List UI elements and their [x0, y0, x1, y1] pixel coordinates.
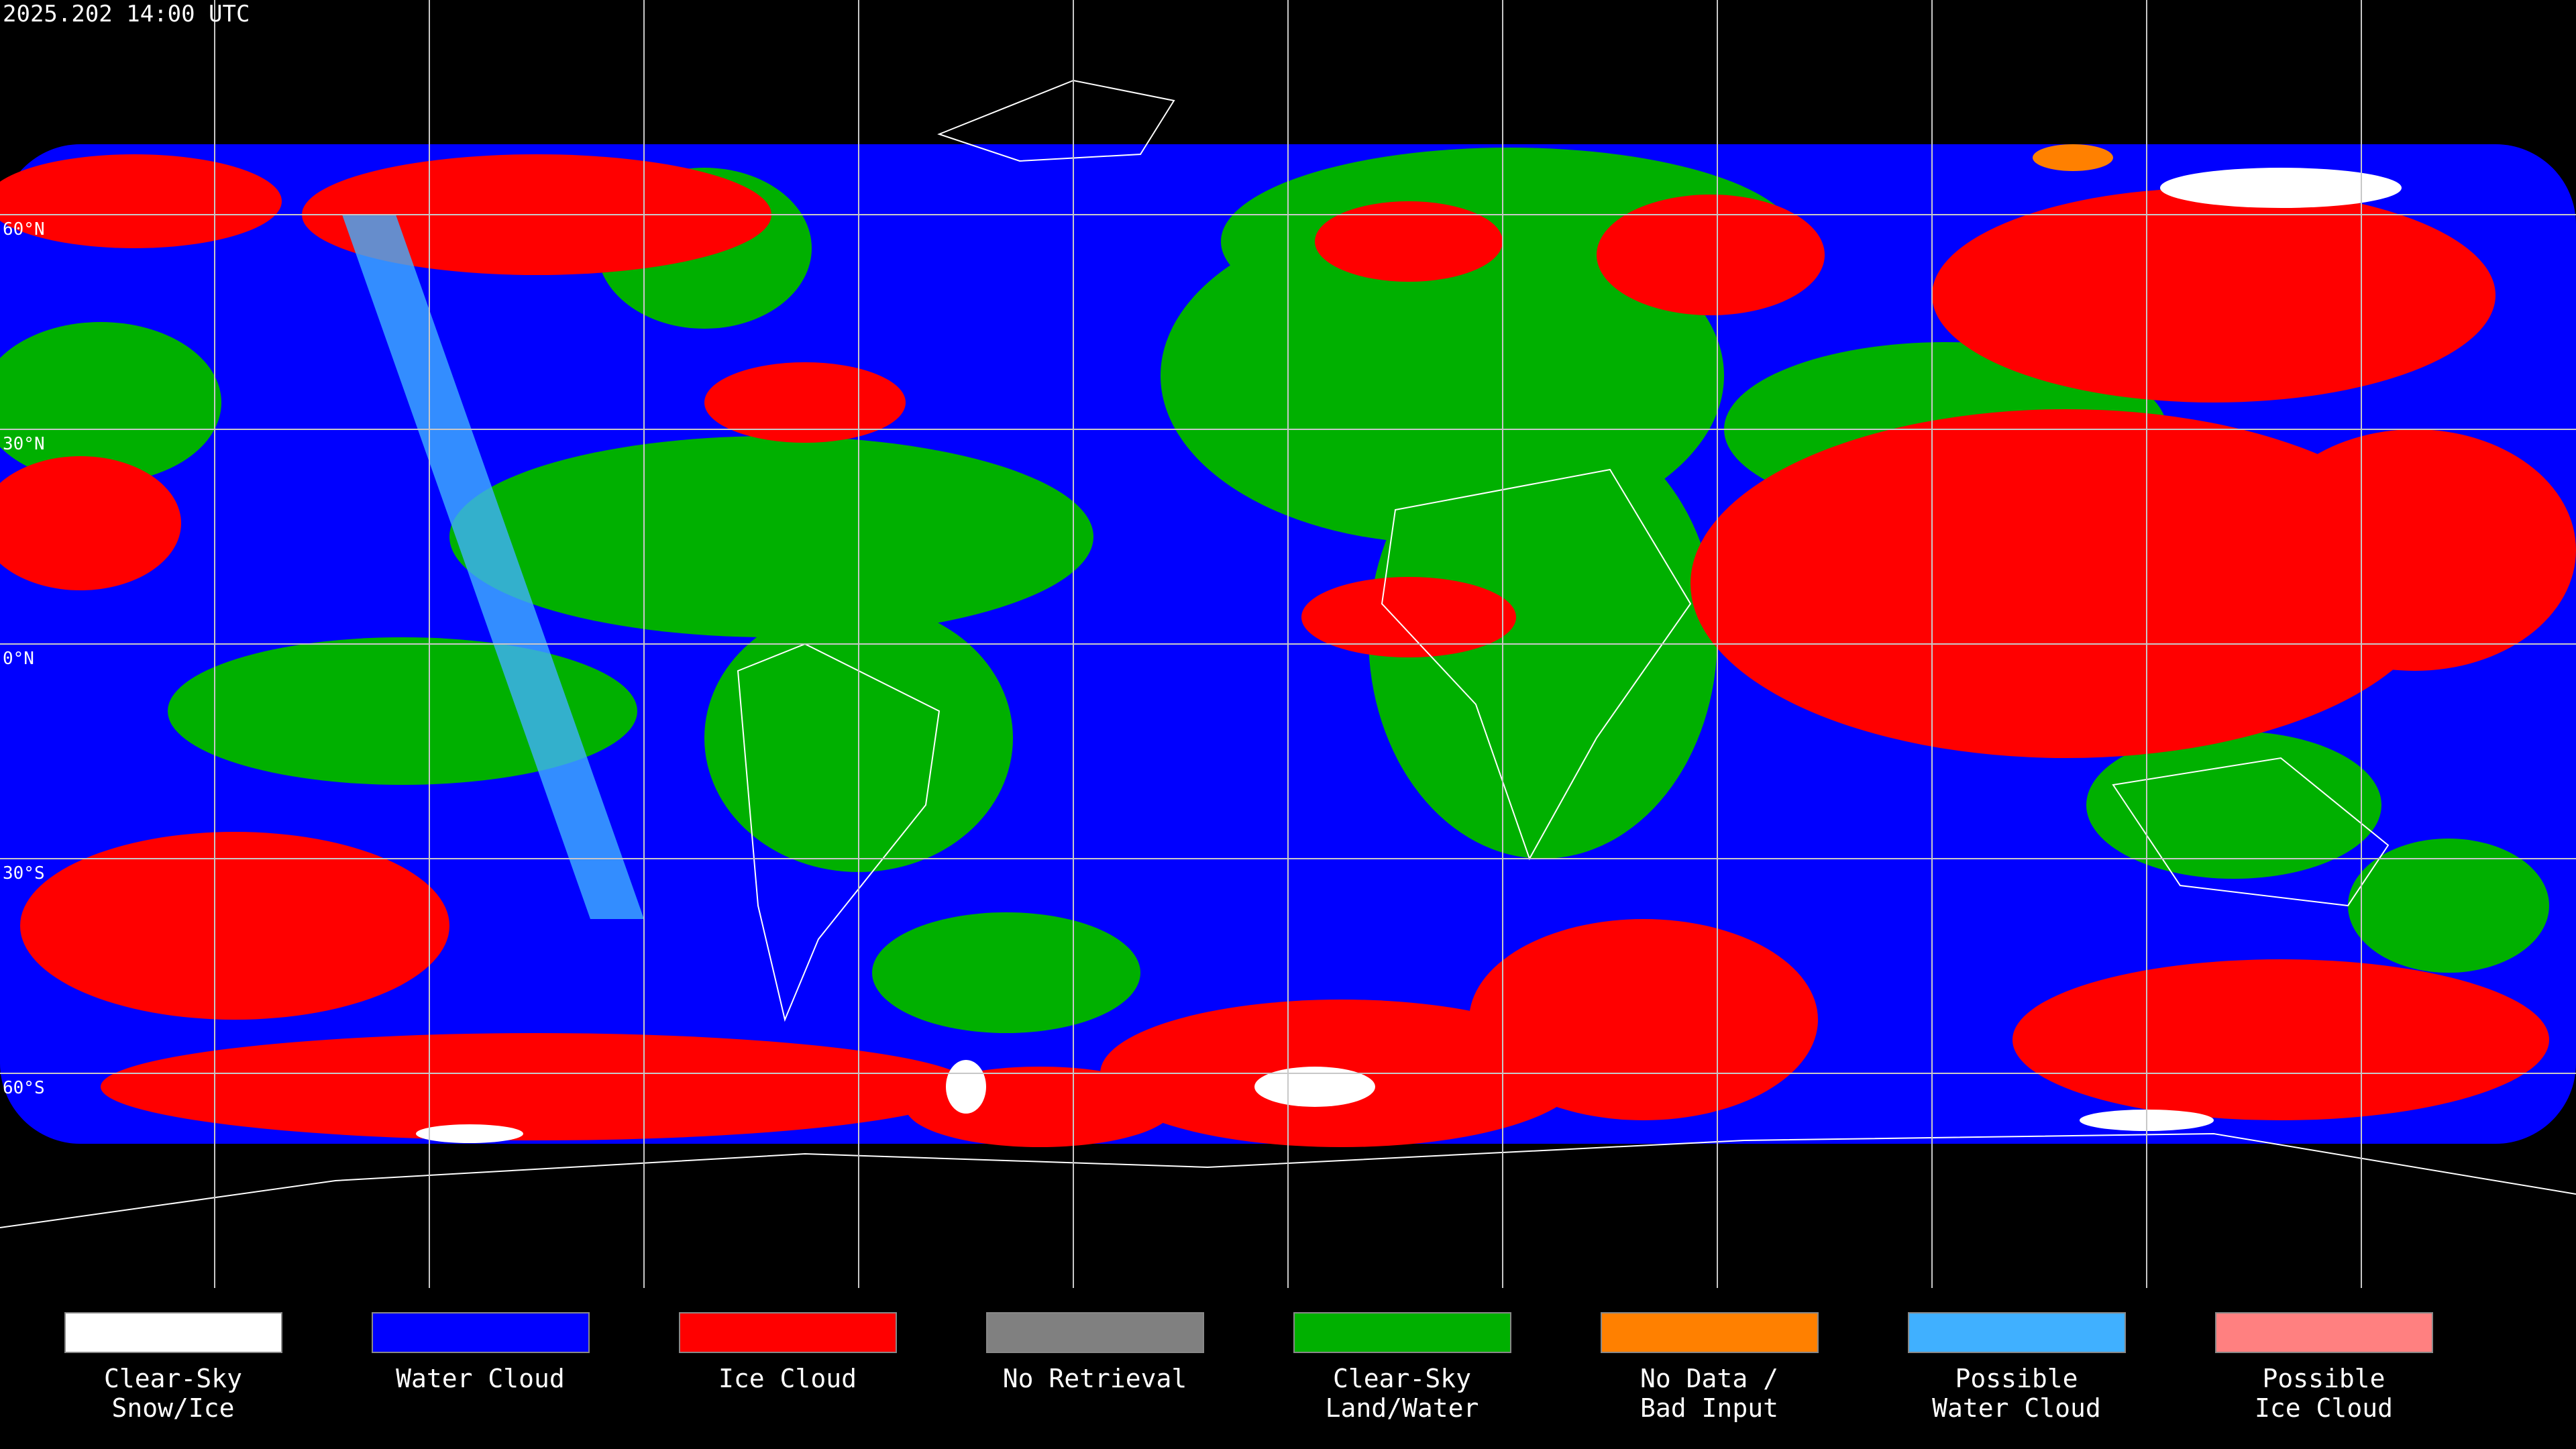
legend-swatch	[1293, 1312, 1511, 1353]
latitude-label: 30°S	[3, 863, 45, 883]
legend-swatch	[64, 1312, 282, 1353]
clear-sky-snow-areas	[416, 168, 2402, 1143]
legend-swatch	[2215, 1312, 2433, 1353]
legend-label: Clear-Sky	[1333, 1364, 1471, 1393]
legend-label: Ice Cloud	[718, 1364, 857, 1393]
legend-swatch	[372, 1312, 590, 1353]
legend-label: Bad Input	[1640, 1393, 1778, 1423]
legend-label: Possible	[2262, 1364, 2385, 1393]
legend-label: Snow/Ice	[111, 1393, 234, 1423]
legend-swatch	[679, 1312, 897, 1353]
coastlines	[0, 79, 2576, 1228]
graticule	[0, 0, 2576, 1288]
legend-label: Water Cloud	[396, 1364, 565, 1393]
no-data-area	[2033, 144, 2113, 171]
legend-swatch	[1908, 1312, 2126, 1353]
latitude-label: 60°N	[3, 219, 45, 239]
timestamp: 2025.202 14:00 UTC	[3, 1, 250, 28]
legend-label: Possible	[1955, 1364, 2078, 1393]
legend-label: Land/Water	[1326, 1393, 1479, 1423]
legend-label: Ice Cloud	[2255, 1393, 2393, 1423]
legend-label: Water Cloud	[1932, 1393, 2101, 1423]
cloud-phase-map	[0, 0, 2576, 1288]
legend-label: No Data /	[1640, 1364, 1778, 1393]
legend-label: Clear-Sky	[104, 1364, 242, 1393]
legend-swatch	[1601, 1312, 1819, 1353]
legend-label: No Retrieval	[1003, 1364, 1187, 1393]
latitude-label: 0°N	[3, 649, 34, 669]
latitude-label: 30°N	[3, 434, 45, 454]
possible-water-cloud-stripe	[342, 215, 644, 919]
legend-swatch	[986, 1312, 1204, 1353]
latitude-label: 60°S	[3, 1078, 45, 1098]
